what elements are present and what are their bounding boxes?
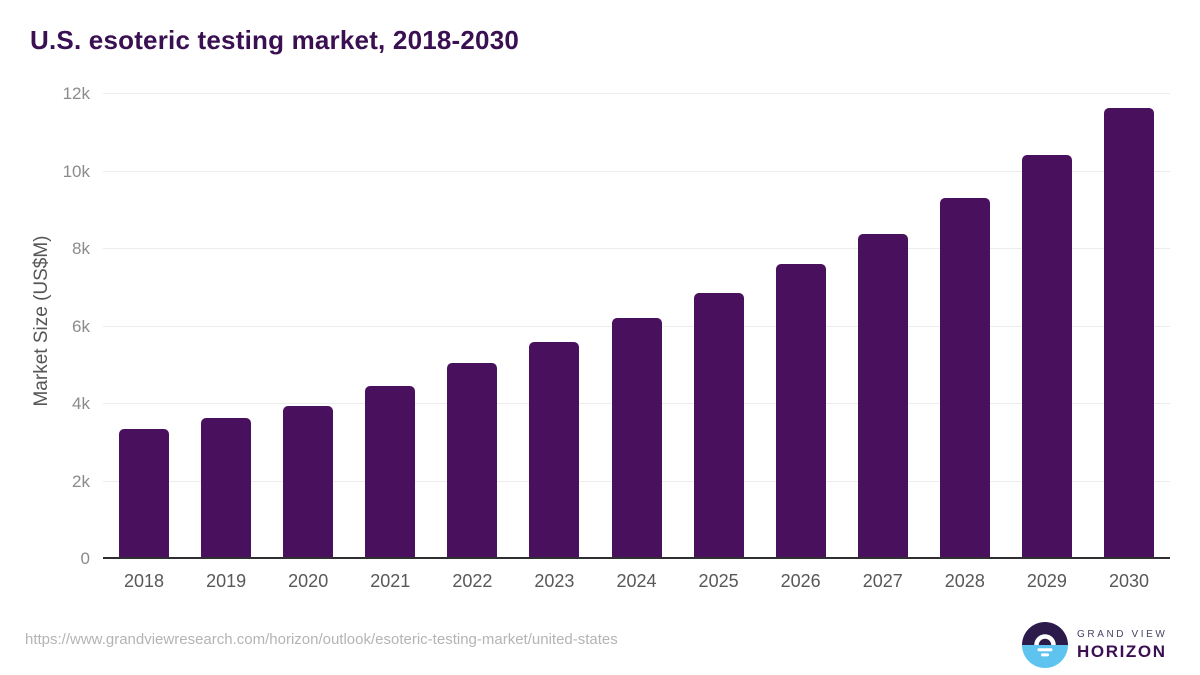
logo-text: GRAND VIEW HORIZON (1077, 629, 1167, 662)
x-tick-label-2018: 2018 (124, 571, 165, 591)
y-tick-label-10k: 10k (62, 161, 90, 181)
source-url: https://www.grandviewresearch.com/horizo… (25, 631, 618, 648)
bar-2029 (1021, 154, 1072, 559)
x-tick-label-2024: 2024 (616, 571, 657, 591)
x-tick-label-2020: 2020 (288, 571, 329, 591)
bar-column-2018: 2018 (103, 94, 185, 591)
y-tick-label-2k: 2k (72, 471, 90, 491)
x-tick-label-2022: 2022 (452, 571, 493, 591)
bar-column-2023: 2023 (513, 94, 595, 591)
gridline-12k (103, 93, 1170, 94)
gridline-8k (103, 248, 1170, 250)
bar-2022 (447, 362, 498, 559)
bar-2021 (365, 386, 416, 559)
plot-area: 0 2k 4k 6k 8k 10k 12k 2018 2019 2020 2021 2022 2023… (63, 84, 1170, 591)
x-tick-label-2019: 2019 (206, 571, 247, 591)
bar-2025 (693, 293, 744, 559)
y-tick-label-4k: 4k (72, 394, 90, 414)
bar-column-2019: 2019 (185, 94, 267, 591)
bar-column-2020: 2020 (267, 94, 349, 591)
gridline-10k (103, 170, 1170, 172)
bar-2019 (201, 417, 252, 559)
bar-2030 (1103, 108, 1154, 559)
bar-column-2028: 2028 (924, 94, 1006, 591)
bar-column-2025: 2025 (678, 94, 760, 591)
bar-2018 (119, 429, 170, 559)
y-tick-label-6k: 6k (72, 316, 90, 336)
y-axis-title: Market Size (US$M) (31, 235, 52, 407)
x-tick-label-2030: 2030 (1108, 571, 1149, 591)
bar-2024 (611, 317, 662, 559)
bar-column-2030: 2030 (1088, 94, 1170, 591)
bar-column-2027: 2027 (842, 94, 924, 591)
x-tick-label-2026: 2026 (780, 571, 821, 591)
y-tick-label-0: 0 (80, 549, 90, 568)
x-tick-label-2021: 2021 (370, 571, 411, 591)
x-tick-label-2029: 2029 (1026, 571, 1067, 591)
y-tick-label-12k: 12k (62, 84, 90, 103)
y-tick-label-8k: 8k (72, 239, 90, 259)
bar-column-2029: 2029 (1006, 94, 1088, 591)
x-tick-label-2028: 2028 (944, 571, 985, 591)
x-tick-label-2025: 2025 (698, 571, 739, 591)
bar-column-2026: 2026 (760, 94, 842, 591)
x-tick-label-2023: 2023 (534, 571, 575, 591)
logo-brand-name: GRAND VIEW (1077, 628, 1168, 640)
bars: 2018 2019 2020 2021 2022 2023 2024 2025 2026 2027… (103, 94, 1170, 591)
bar-column-2024: 2024 (595, 94, 677, 591)
x-tick-label-2027: 2027 (862, 571, 903, 591)
x-axis-line (103, 557, 1170, 559)
bar-column-2021: 2021 (349, 94, 431, 591)
chart-title: U.S. esoteric testing market, 2018-2030 (30, 25, 520, 55)
bar-2028 (939, 197, 990, 559)
bar-2020 (283, 405, 334, 559)
bar-2027 (857, 234, 908, 559)
bar-column-2022: 2022 (431, 94, 513, 591)
bar-2026 (775, 263, 826, 559)
horizon-sunrise-icon (1022, 622, 1068, 668)
logo-product-name: HORIZON (1077, 641, 1167, 661)
bar-2023 (529, 342, 580, 559)
grand-view-horizon-logo: GRAND VIEW HORIZON (1022, 622, 1167, 668)
